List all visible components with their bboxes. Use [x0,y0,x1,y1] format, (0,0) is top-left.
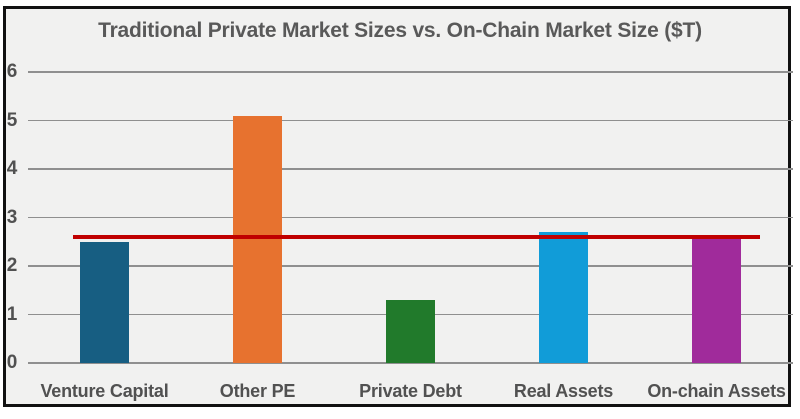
y-tick-label-4: 4 [6,158,18,179]
y-tick-label-3: 3 [6,206,18,228]
bar-on-chain-assets [692,236,741,363]
y-tick-label-2: 2 [6,255,18,276]
y-tick-label-0: 0 [6,352,18,373]
x-axis-label-private-debt: Private Debt [359,381,462,401]
reference-line [73,234,760,239]
gridline-y-3 [28,216,793,219]
bar-other-pe [233,115,282,363]
gridline-y-5 [28,119,793,122]
x-axis-label-other-pe: Other PE [219,381,296,401]
x-axis-label-real-assets: Real Assets [513,381,614,401]
gridline-y-6 [28,71,793,73]
y-tick-label-5: 5 [6,109,18,131]
gridline-y-2 [28,265,793,267]
y-tick-label-6: 6 [6,61,18,82]
chart-title: Traditional Private Market Sizes vs. On-… [98,19,702,42]
x-axis-label-venture-capital: Venture Capital [40,381,169,401]
gridline-y-0 [28,362,793,364]
bar-real-assets [539,232,588,363]
y-tick-label-1: 1 [6,303,18,325]
bar-private-debt [386,299,435,363]
bar-venture-capital [80,241,129,363]
gridline-y-4 [28,168,793,170]
x-axis-label-on-chain-assets: On-chain Assets [647,381,786,401]
